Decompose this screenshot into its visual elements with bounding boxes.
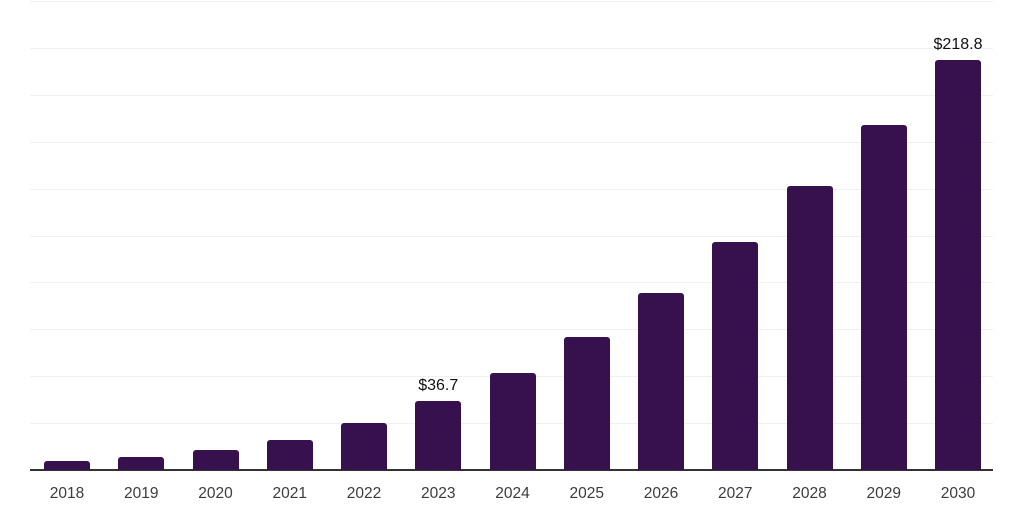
- x-tick-2026: 2026: [643, 485, 679, 502]
- gridline: [30, 282, 993, 284]
- value-label-2023: $36.7: [418, 377, 459, 395]
- x-tick-2024: 2024: [495, 485, 530, 502]
- x-tick-2021: 2021: [272, 485, 307, 502]
- gridline: [30, 94, 993, 96]
- gridline: [30, 188, 993, 190]
- x-tick-2030: 2030: [940, 485, 976, 502]
- x-tick-2020: 2020: [198, 485, 233, 502]
- x-axis-line: [30, 469, 993, 471]
- bar-2026: [638, 293, 684, 470]
- x-tick-2025: 2025: [569, 485, 604, 502]
- gridline: [30, 141, 993, 143]
- x-tick-2023: 2023: [421, 485, 456, 502]
- gridline: [30, 329, 993, 331]
- bar-2025: [563, 336, 610, 470]
- bar-2024: [489, 372, 536, 470]
- bar-2019: [118, 456, 165, 470]
- x-tick-2027: 2027: [718, 485, 753, 502]
- gridline: [30, 1, 993, 2]
- bar-2027: [712, 241, 759, 470]
- value-label-2030: $218.8: [933, 35, 983, 53]
- x-tick-2019: 2019: [124, 485, 159, 502]
- bar-2018: [44, 461, 90, 470]
- bar-2023: [415, 401, 462, 470]
- bar-2020: [192, 449, 239, 470]
- x-tick-2018: 2018: [49, 485, 85, 502]
- plot-area: $36.7 $218.8: [30, 1, 993, 471]
- bar-2028: [786, 185, 833, 470]
- x-tick-2029: 2029: [866, 485, 901, 502]
- x-tick-2028: 2028: [792, 485, 827, 502]
- bar-2022: [341, 423, 387, 470]
- bar-2029: [860, 125, 907, 470]
- gridline: [30, 47, 993, 49]
- bar-2021: [266, 439, 313, 470]
- x-tick-2022: 2022: [346, 485, 382, 502]
- gridline: [30, 235, 993, 237]
- bar-2030: [935, 59, 981, 470]
